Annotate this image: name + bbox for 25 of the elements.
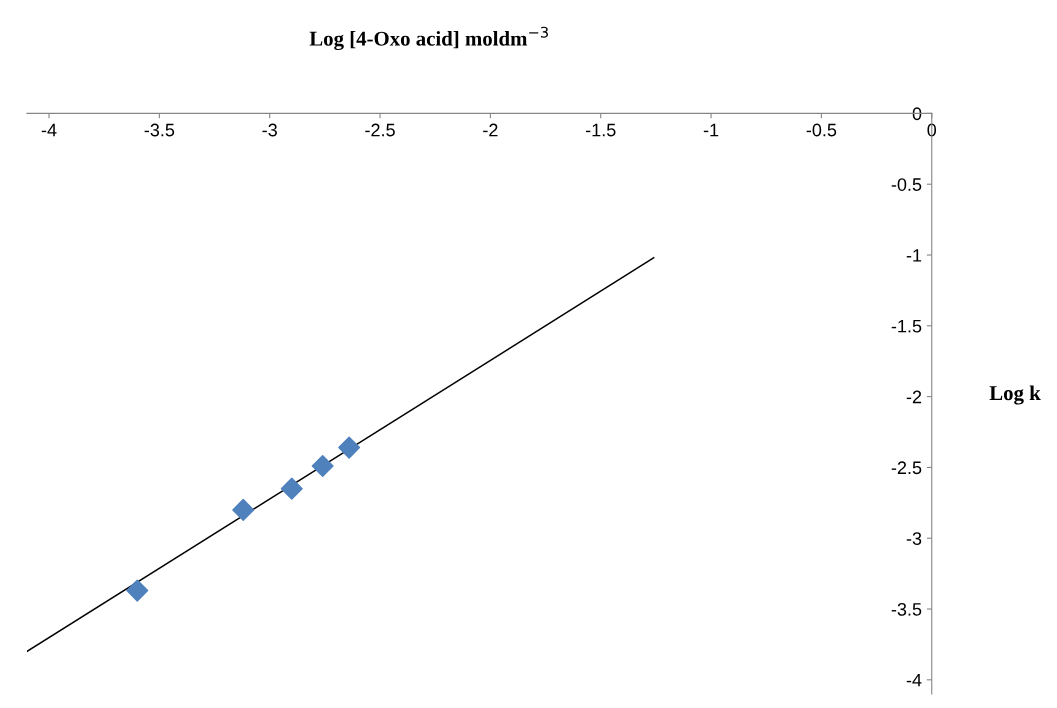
point [232, 498, 255, 521]
point [280, 477, 303, 500]
x-tick-label: -0.5 [806, 123, 837, 137]
x-tick-label: -4 [41, 123, 57, 137]
y-tick-label: -2 [906, 390, 922, 404]
y-tick-label: 0 [912, 107, 922, 121]
x-tick-label: -1 [703, 123, 719, 137]
point [338, 436, 361, 459]
y-axis-title: Log k [989, 385, 1041, 405]
x-tick-label: 0 [927, 123, 937, 137]
y-tick-label: -1.5 [891, 319, 922, 333]
y-tick-label: -3.5 [891, 602, 922, 616]
y-tick-label: -3 [906, 532, 922, 545]
y-tick-label: -1 [906, 249, 922, 262]
x-axis-title: Log [4-Oxo acid] moldm$^{−3}$ [309, 26, 548, 51]
point [311, 455, 334, 478]
y-tick-label: -0.5 [891, 178, 922, 191]
point [126, 579, 149, 602]
y-tick-label: -4 [906, 673, 922, 687]
x-tick-label: -1.5 [585, 123, 616, 137]
x-tick-label: -3.5 [144, 123, 175, 137]
y-tick-label: -2.5 [891, 461, 922, 475]
x-tick-label: -3 [262, 123, 277, 137]
x-tick-label: -2 [483, 123, 498, 137]
x-tick-label: -2.5 [365, 123, 395, 137]
